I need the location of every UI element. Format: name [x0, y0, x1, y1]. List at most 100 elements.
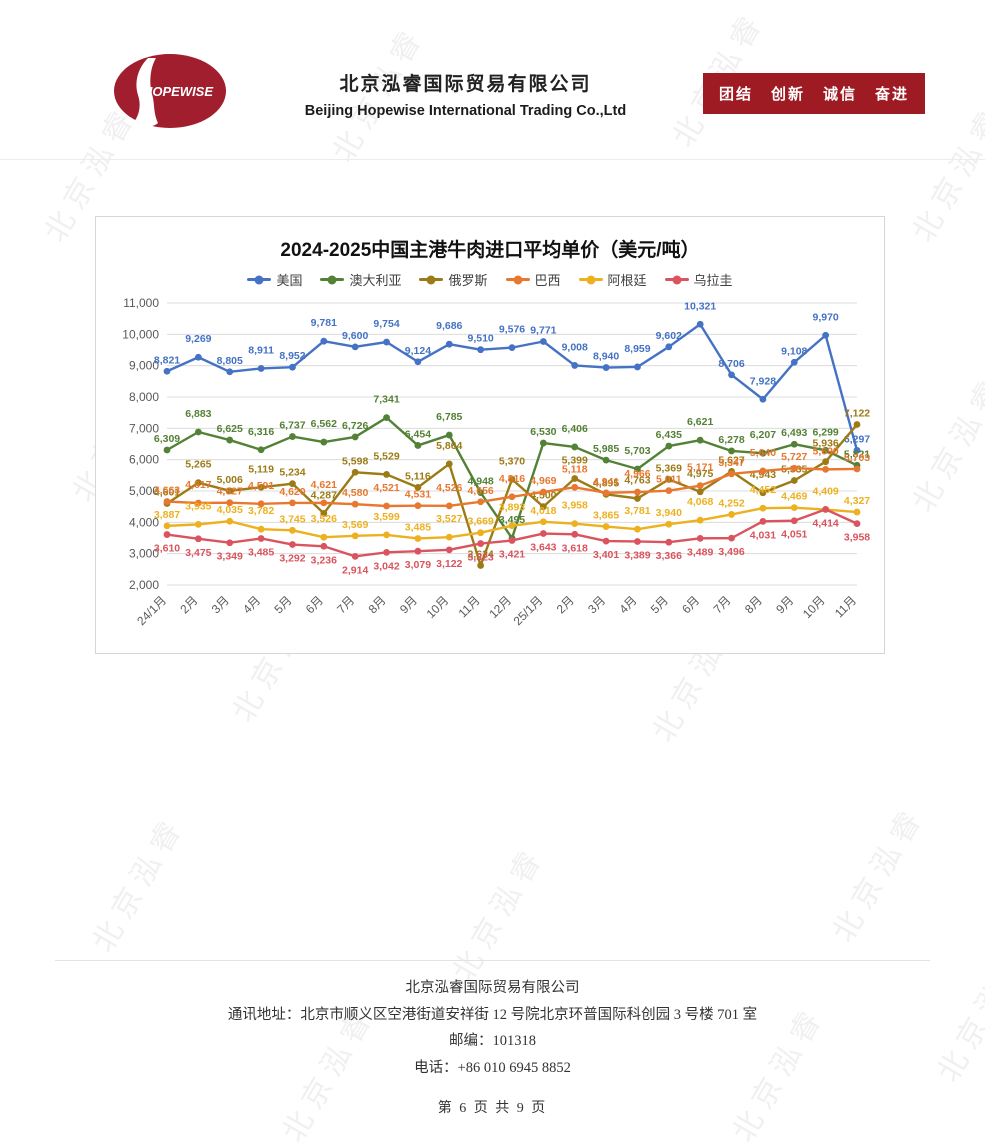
data-point: [696, 534, 704, 542]
data-label: 5,703: [844, 452, 870, 464]
legend-label: 澳大利亚: [349, 273, 402, 288]
footer-address: 通讯地址：北京市顺义区空港街道安祥街 12 号院北京环普国际科创园 3 号楼 7…: [227, 1006, 758, 1023]
legend-swatch: [320, 275, 345, 284]
watermark-text: 北京泓睿: [906, 369, 985, 518]
data-label: 3,122: [436, 558, 462, 570]
data-point: [696, 320, 704, 328]
data-point: [445, 533, 453, 541]
data-point: [759, 517, 767, 525]
data-point: [414, 358, 422, 366]
data-point: [539, 338, 547, 345]
data-point: [445, 340, 453, 348]
data-point: [226, 436, 234, 444]
data-label: 4,409: [812, 486, 838, 498]
data-point: [665, 520, 673, 528]
svg-text:11,000: 11,000: [123, 296, 159, 310]
data-label: 5,821: [844, 448, 870, 460]
slogan-item: 诚信: [822, 86, 857, 103]
data-label: 6,406: [562, 423, 588, 435]
data-label: 6,309: [154, 433, 180, 445]
data-point: [257, 365, 265, 372]
data-label: 9,781: [311, 317, 337, 329]
data-point: [822, 331, 830, 339]
series-2: 4,601 5,265 5,006 5,119 5,234 4,287 5,598 5,529…: [154, 408, 870, 569]
data-point: [634, 488, 641, 496]
data-label: 3,569: [342, 519, 368, 531]
data-label: 6,278: [718, 434, 744, 446]
data-point: [696, 436, 704, 444]
svg-text:4,000: 4,000: [129, 515, 159, 529]
watermark-text: 北京泓睿: [931, 939, 985, 1088]
data-point: [602, 523, 610, 530]
data-label: 4,656: [467, 485, 493, 497]
data-point: [539, 530, 547, 537]
data-label: 6,493: [781, 427, 807, 439]
data-label: 3,935: [185, 500, 211, 512]
data-point: [634, 525, 641, 533]
data-label: 4,816: [499, 473, 525, 485]
data-point: [571, 520, 579, 528]
legend-swatch: [578, 275, 603, 284]
data-label: 4,621: [311, 479, 337, 491]
data-point: [853, 508, 861, 516]
data-label: 3,958: [844, 532, 870, 544]
svg-text:6月: 6月: [303, 593, 326, 616]
data-label: 3,485: [248, 546, 274, 558]
data-label: 3,401: [593, 549, 619, 561]
data-label: 8,940: [593, 351, 619, 363]
data-label: 6,625: [217, 423, 243, 435]
data-label: 5,369: [656, 462, 682, 474]
data-point: [320, 337, 328, 345]
data-label: 2,624: [467, 548, 493, 560]
data-point: [289, 363, 296, 371]
data-point: [289, 480, 296, 488]
chart-card: 2024-2025中国主港牛肉进口平均单价（美元/吨） 美国 澳大利亚 俄罗斯 巴西 阿…: [95, 216, 885, 654]
svg-text:6月: 6月: [679, 593, 702, 616]
data-point: [163, 446, 171, 454]
data-label: 5,119: [248, 463, 274, 475]
data-point: [226, 539, 234, 547]
data-point: [634, 465, 641, 473]
data-label: 3,496: [718, 546, 744, 558]
data-label: 4,252: [718, 497, 744, 509]
svg-text:7,000: 7,000: [129, 421, 159, 435]
data-label: 4,327: [844, 495, 870, 507]
data-label: 4,051: [781, 529, 807, 541]
data-label: 3,236: [311, 554, 337, 566]
data-point: [602, 537, 610, 545]
data-point: [728, 470, 735, 478]
data-point: [696, 482, 704, 490]
legend-item: 澳大利亚: [320, 270, 401, 289]
page-footer: 北京泓睿国际贸易有限公司 通讯地址：北京市顺义区空港街道安祥街 12 号院北京环…: [55, 959, 930, 1144]
data-label: 4,521: [373, 482, 399, 494]
data-point: [194, 479, 202, 487]
chart-title: 2024-2025中国主港牛肉进口平均单价（美元/吨）: [280, 240, 700, 261]
svg-text:5,000: 5,000: [129, 484, 159, 498]
data-point: [257, 500, 265, 508]
data-label: 4,031: [750, 529, 776, 541]
data-label: 4,531: [405, 489, 431, 501]
svg-text:10,000: 10,000: [122, 327, 159, 341]
data-point: [508, 344, 516, 352]
footer-postcode: 邮编：101318: [449, 1033, 536, 1050]
data-point: [665, 476, 673, 483]
data-point: [445, 460, 453, 468]
data-label: 4,763: [624, 474, 650, 486]
data-label: 5,399: [562, 454, 588, 466]
company-identity: 北京泓睿国际贸易有限公司 Beijing Hopewise Internatio…: [228, 69, 703, 119]
data-label: 9,269: [185, 333, 211, 345]
data-label: 5,234: [279, 467, 305, 479]
series-4: 3,887 3,935 4,035 3,782 3,745 3,526 3,569 3,599…: [154, 484, 870, 542]
data-point: [571, 475, 579, 482]
data-label: 5,370: [499, 455, 525, 467]
data-point: [351, 500, 359, 508]
data-point: [289, 499, 296, 507]
data-label: 3,887: [154, 509, 180, 521]
data-label: 7,928: [750, 375, 776, 387]
data-label: 3,323: [467, 552, 493, 564]
svg-text:6,000: 6,000: [129, 453, 159, 467]
data-point: [759, 395, 767, 403]
data-label: 3,610: [154, 543, 180, 555]
data-point: [383, 548, 390, 556]
